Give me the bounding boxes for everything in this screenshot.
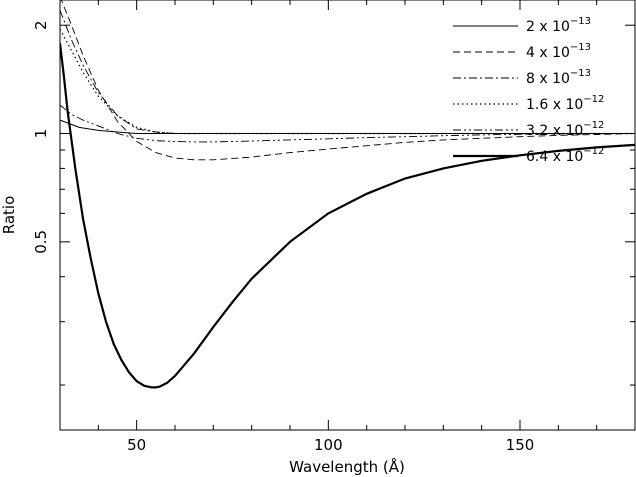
y-axis-label: Ratio xyxy=(0,196,18,235)
x-tick-label: 100 xyxy=(314,436,343,454)
legend-label: 4 x 10−13 xyxy=(526,42,591,61)
plot-frame xyxy=(59,0,636,431)
y-tick-label: 2 xyxy=(32,20,50,30)
legend-label: 2 x 10−13 xyxy=(526,16,591,35)
legend-label: 8 x 10−13 xyxy=(526,68,591,87)
y-axis-ticks: 0.5 1 2 xyxy=(32,20,635,386)
series-line-3 xyxy=(60,10,635,134)
series-layer xyxy=(60,0,635,389)
x-axis-ticks: 50 100 150 xyxy=(97,0,636,454)
legend-label: 1.6 x 10−12 xyxy=(526,94,604,113)
x-tick-label: 150 xyxy=(506,436,535,454)
y-tick-label: 1 xyxy=(32,129,50,139)
legend-label: 3.2 x 10−12 xyxy=(526,120,604,139)
x-tick-label: 50 xyxy=(127,436,146,454)
series-line-6 xyxy=(60,43,635,389)
series-line-5 xyxy=(60,104,635,143)
legend-label: 6.4 x 10−12 xyxy=(526,146,604,165)
y-tick-label: 0.5 xyxy=(32,230,50,254)
legend: 2 x 10−13 4 x 10−13 8 x 10−13 1.6 x 10−12 3.… xyxy=(453,16,604,165)
x-axis-label: Wavelength (Å) xyxy=(289,457,405,476)
